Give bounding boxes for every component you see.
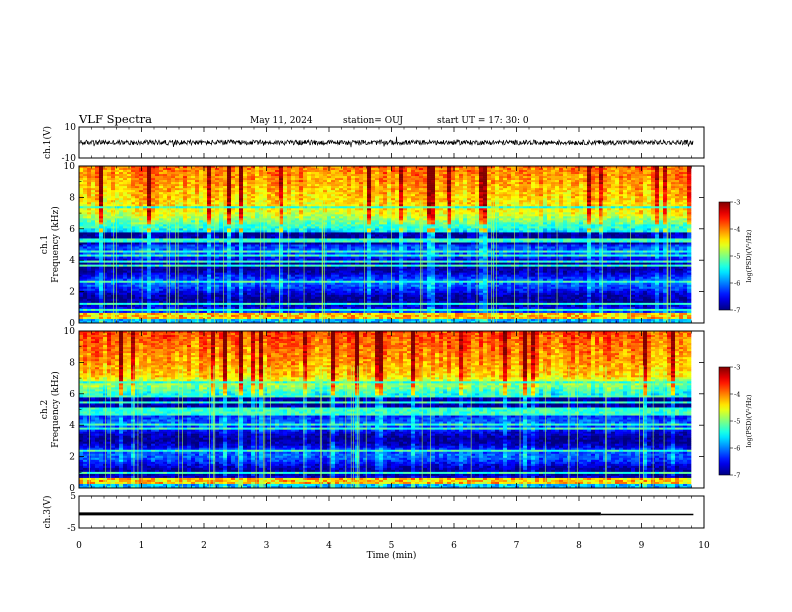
x-tick-label: 10 [698,541,710,551]
spectrogram-channel-label: ch.1 [40,235,50,254]
y-tick-label: 10 [65,123,77,133]
y-tick-label: 10 [64,327,76,337]
y-tick-label: 8 [69,193,75,203]
colorbar-tick-label: -3 [734,199,740,207]
date-label: May 11, 2024 [250,116,313,126]
y-tick-label: 2 [69,288,75,298]
x-axis-label: Time (min) [367,550,417,561]
colorbar-tick-label: -4 [734,391,740,399]
x-tick-label: 4 [326,541,332,551]
ch3-waveform-ylabel: ch.3(V) [42,496,53,529]
spectrogram-ylabel: Frequency (kHz) [50,206,61,283]
ch1-waveform-trace [80,137,694,148]
colorbar [719,202,730,310]
spectrogram-ylabel: Frequency (kHz) [50,371,61,448]
colorbar-label: log(PSD)(V²/Hz) [745,394,753,447]
y-tick-label: 8 [69,358,75,368]
y-tick-label: 5 [70,492,76,502]
spectrogram-cells [79,331,691,488]
colorbar-tick-label: -4 [734,226,740,234]
colorbar [719,367,730,475]
colorbar-tick-label: -7 [734,472,740,480]
ch1-waveform-ylabel: ch.1(V) [42,126,53,159]
y-tick-label: 6 [69,390,75,400]
colorbar-label: log(PSD)(V²/Hz) [745,229,753,282]
colorbar-tick-label: -5 [734,253,740,261]
panel-ch3-waveform: 5 -5 ch.3(V) 0 1 2 3 4 5 6 7 8 9 10 Time (min) [42,492,710,561]
x-tick-label: 6 [451,541,457,551]
y-tick-label: 4 [69,256,75,266]
x-tick-label: 2 [201,541,207,551]
colorbar-tick-label: -6 [734,280,740,288]
y-tick-label: -5 [67,524,76,534]
x-tick-label: 8 [576,541,582,551]
x-tick-label: 9 [639,541,645,551]
y-tick-label: 10 [64,162,76,172]
y-tick-label: 6 [69,225,75,235]
colorbar-tick-label: -7 [734,307,740,315]
station-label: station= OUJ [343,116,403,126]
colorbar-tick-label: -3 [734,364,740,372]
x-tick-label: 5 [389,541,395,551]
spectrogram-cells [79,166,691,323]
figure-title: VLF Spectra [78,112,152,126]
x-tick-label: 3 [264,541,270,551]
spectrogram-channel-label: ch.2 [40,400,50,419]
colorbar-tick-label: -6 [734,445,740,453]
y-tick-label: 2 [69,453,75,463]
x-tick-label: 0 [76,541,82,551]
colorbar-tick-label: -5 [734,418,740,426]
x-tick-label: 7 [514,541,520,551]
x-tick-label: 1 [139,541,145,551]
y-tick-label: 4 [69,421,75,431]
start-time-label: start UT = 17: 30: 0 [437,116,529,126]
